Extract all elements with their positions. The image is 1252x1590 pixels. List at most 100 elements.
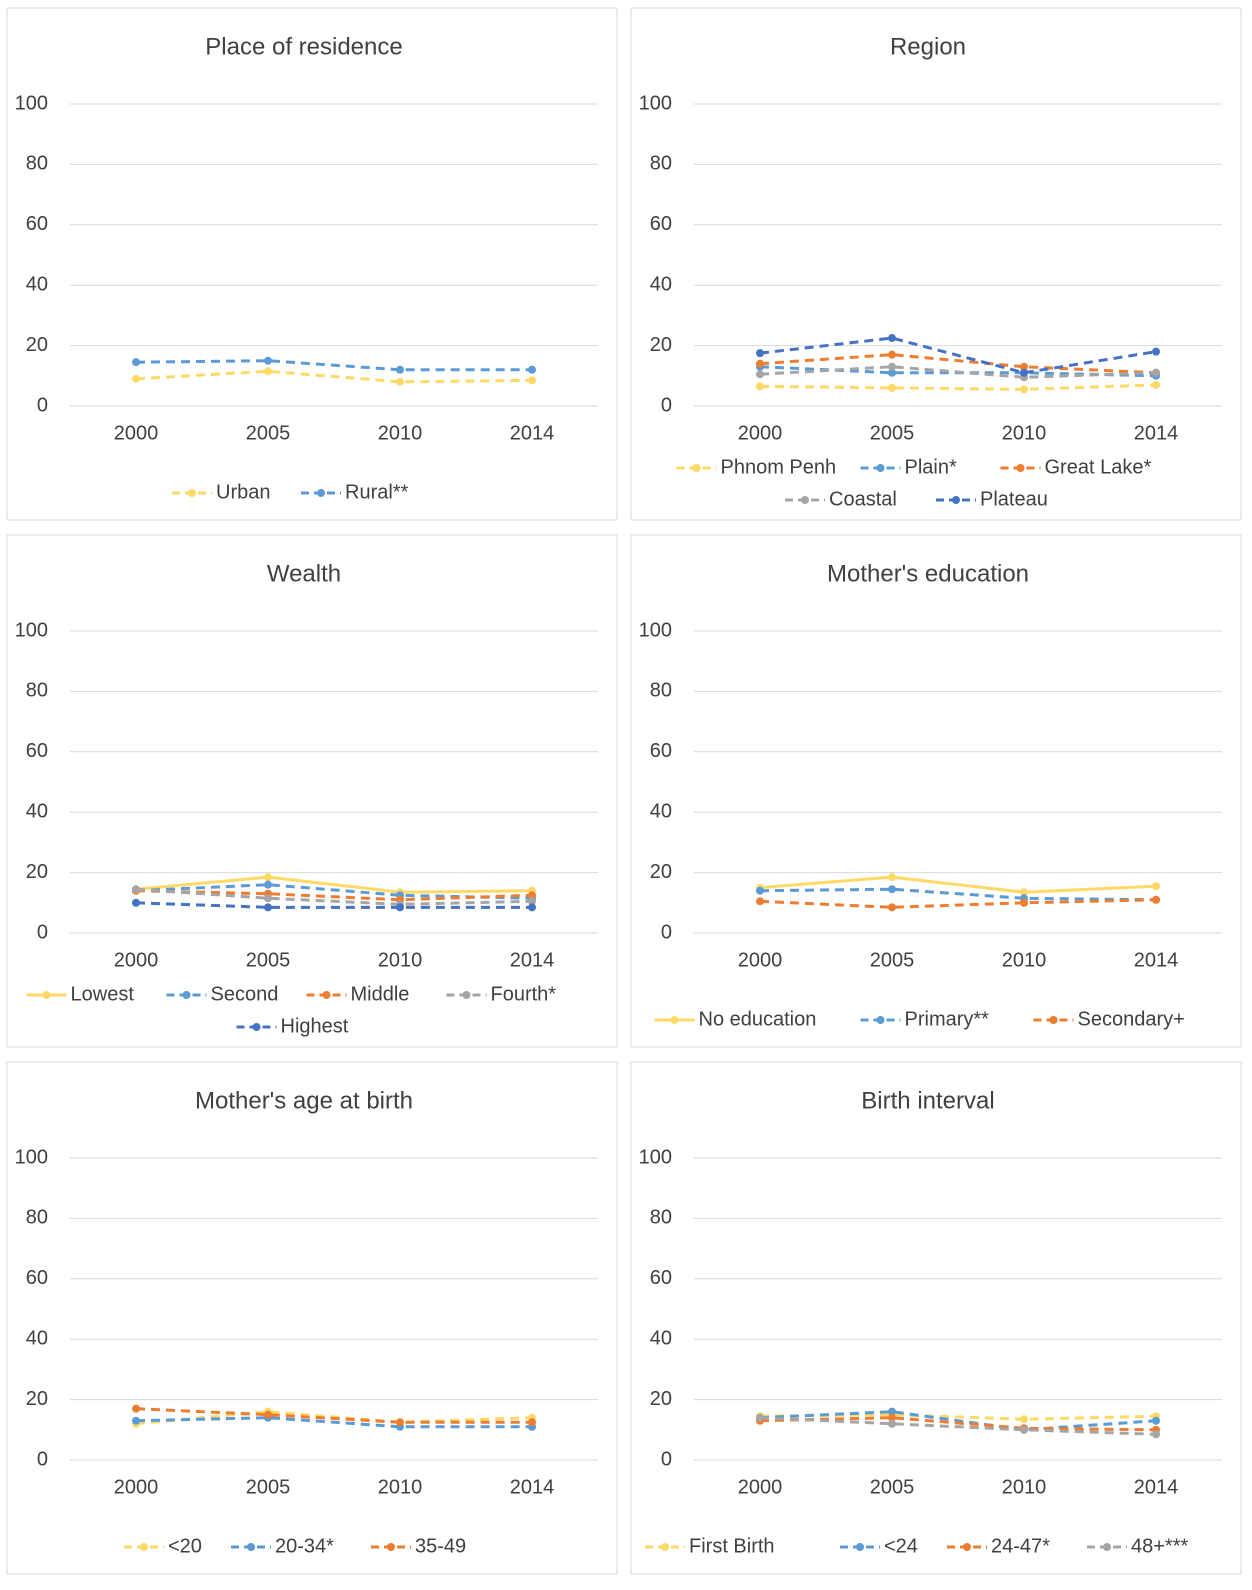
y-tick-label: 100	[15, 92, 48, 114]
legend-label: 24-47*	[991, 1535, 1050, 1557]
data-point	[132, 358, 140, 367]
legend-label: Rural**	[345, 481, 409, 503]
chart-title: Place of residence	[205, 33, 402, 60]
legend-marker	[140, 1543, 148, 1551]
data-point	[1152, 895, 1160, 904]
y-tick-label: 0	[37, 921, 48, 943]
legend-label: 48+***	[1131, 1535, 1188, 1557]
legend-marker	[876, 1016, 885, 1024]
data-point	[264, 356, 272, 365]
data-point	[1020, 898, 1028, 907]
data-point	[888, 1407, 896, 1416]
legend-marker	[247, 1543, 255, 1551]
data-point	[1152, 380, 1160, 389]
legend-label: Plateau	[980, 488, 1048, 510]
data-point	[1020, 385, 1028, 394]
legend-label: <24	[884, 1535, 918, 1557]
series-line	[135, 901, 532, 909]
legend-label: Second	[211, 983, 279, 1005]
legend-marker	[317, 489, 325, 497]
x-tick-label: 2005	[870, 949, 915, 971]
y-tick-label: 40	[650, 273, 672, 295]
data-point	[888, 334, 896, 343]
y-tick-label: 20	[26, 1388, 48, 1410]
data-point	[132, 374, 140, 383]
data-point	[528, 376, 536, 385]
x-tick-label: 2014	[1134, 949, 1179, 971]
data-point	[756, 349, 764, 358]
x-tick-label: 2014	[510, 422, 555, 444]
y-tick-label: 60	[650, 740, 672, 762]
data-point	[1020, 368, 1028, 377]
data-point	[264, 367, 272, 376]
chart-title: Wealth	[267, 560, 341, 587]
legend-marker	[876, 464, 885, 472]
data-point	[888, 362, 896, 371]
legend-label: 35-49	[415, 1535, 466, 1557]
x-tick-label: 2005	[246, 422, 291, 444]
legend-label: Fourth*	[491, 983, 557, 1005]
data-point	[756, 359, 764, 368]
x-tick-label: 2010	[1002, 1476, 1047, 1498]
legend-marker	[952, 496, 960, 504]
y-tick-label: 0	[661, 394, 672, 416]
data-point	[1020, 888, 1028, 897]
data-point	[756, 1413, 764, 1422]
panel	[6, 534, 618, 1048]
y-tick-label: 100	[639, 1146, 672, 1168]
data-point	[1152, 1430, 1160, 1439]
data-point	[888, 885, 896, 894]
chart-title: Region	[890, 33, 966, 60]
data-point	[264, 894, 272, 903]
series-line	[135, 875, 533, 894]
x-tick-label: 2010	[378, 949, 423, 971]
legend-label: <20	[168, 1535, 202, 1557]
x-tick-label: 2014	[510, 1476, 555, 1498]
legend-marker	[322, 991, 331, 999]
data-point	[1152, 1416, 1160, 1425]
legend-marker	[462, 991, 471, 999]
data-point	[528, 891, 536, 900]
legend-marker	[801, 496, 809, 504]
data-point	[756, 382, 764, 391]
x-tick-label: 2000	[114, 949, 159, 971]
y-tick-label: 60	[650, 213, 672, 235]
series-line	[135, 1410, 533, 1426]
panel	[6, 7, 618, 521]
series-line	[759, 1416, 1157, 1436]
data-point	[1152, 368, 1160, 377]
legend-marker	[42, 991, 51, 999]
data-point	[1152, 347, 1160, 356]
data-point	[132, 885, 140, 894]
y-tick-label: 20	[26, 861, 48, 883]
x-tick-label: 2005	[246, 949, 291, 971]
data-point	[132, 1416, 140, 1425]
data-point	[528, 1418, 536, 1427]
data-point	[756, 370, 764, 379]
y-tick-label: 20	[650, 334, 672, 356]
x-tick-label: 2010	[378, 422, 423, 444]
series-line	[759, 1416, 1157, 1432]
y-tick-label: 20	[650, 1388, 672, 1410]
x-tick-label: 2010	[378, 1476, 423, 1498]
legend-label: Secondary+	[1078, 1008, 1185, 1030]
y-tick-label: 80	[650, 680, 672, 702]
series-line	[759, 383, 1157, 391]
x-tick-label: 2000	[114, 1476, 159, 1498]
data-point	[1020, 1425, 1028, 1434]
series-line	[135, 1416, 532, 1429]
y-tick-label: 80	[650, 1207, 672, 1229]
data-point	[756, 897, 764, 906]
data-point	[264, 1410, 272, 1419]
y-tick-label: 0	[661, 1448, 672, 1470]
data-point	[888, 368, 896, 377]
y-tick-label: 40	[650, 1327, 672, 1349]
legend-label: No education	[699, 1008, 817, 1030]
y-tick-label: 80	[26, 153, 48, 175]
series-line	[759, 887, 1157, 902]
y-tick-label: 20	[650, 861, 672, 883]
legend-marker	[856, 1543, 864, 1551]
legend-marker	[1016, 464, 1025, 472]
x-tick-label: 2014	[1134, 422, 1179, 444]
